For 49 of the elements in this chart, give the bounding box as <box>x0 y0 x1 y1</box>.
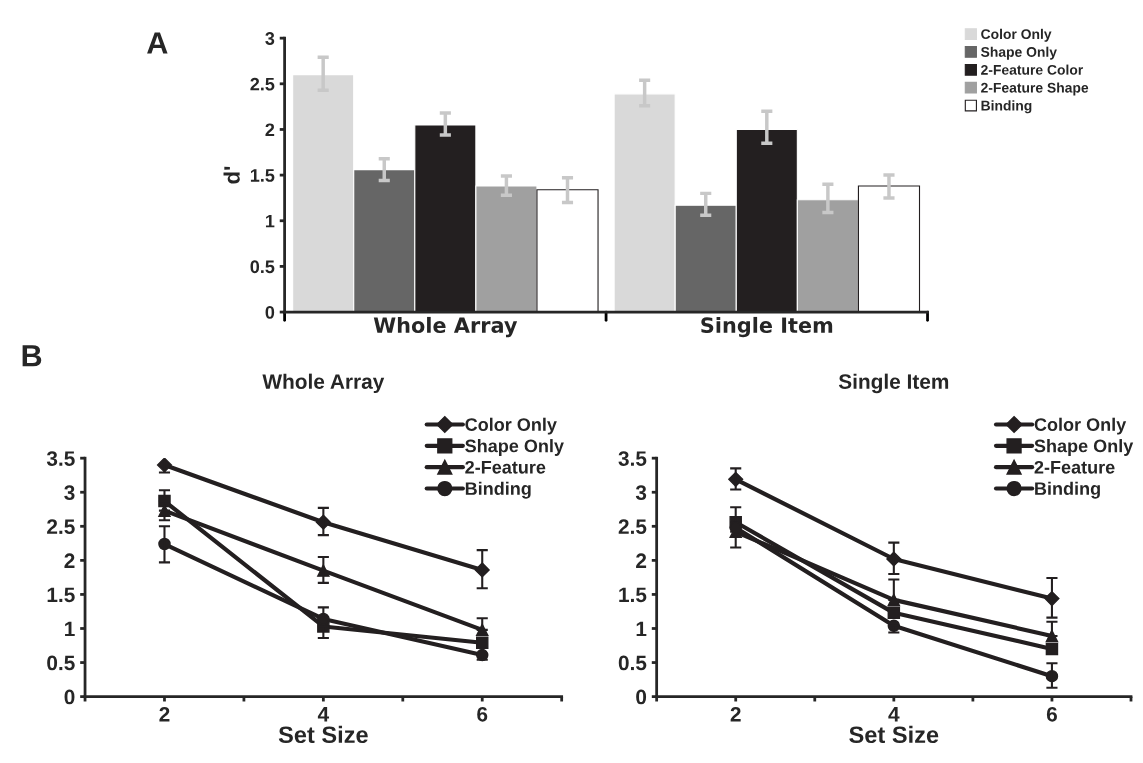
y-tick-label: 0.5 <box>250 260 275 274</box>
y-tick-label: 1 <box>65 621 75 637</box>
annotation: A <box>147 32 168 54</box>
y-tick-label: 1 <box>636 621 647 637</box>
y-tick-label: 3.5 <box>618 451 647 466</box>
legend-label: Color Only <box>1034 417 1127 435</box>
legend-label: Binding <box>465 481 531 499</box>
legend-label: Shape Only <box>1034 439 1134 456</box>
y-tick-label: 3.5 <box>46 451 75 466</box>
y-tick-label: 2 <box>265 123 275 136</box>
y-tick-label: 0 <box>636 689 647 705</box>
y-tick-label: 1.5 <box>47 587 75 603</box>
legend-label: Color Only <box>981 28 1052 42</box>
y-tick-label: 1 <box>265 214 275 228</box>
chart-title: Single Item <box>701 316 833 338</box>
legend-label: Shape Only <box>465 439 564 456</box>
legend-label: Binding <box>981 100 1032 114</box>
legend-label: Binding <box>1035 481 1100 499</box>
y-tick-label: 1.5 <box>619 587 647 603</box>
y-tick-label: 3 <box>265 32 275 45</box>
y-tick-label: 0 <box>265 306 275 319</box>
legend-label: Shape Only <box>980 46 1057 60</box>
legend-label: 2-Feature Shape <box>981 82 1089 96</box>
y-axis-title: d' <box>223 166 240 184</box>
x-tick-label: 6 <box>477 706 488 722</box>
x-tick-label: 6 <box>1046 706 1057 722</box>
legend-label: 2-Feature <box>1034 460 1115 474</box>
x-axis-title: Set Size <box>849 725 939 744</box>
y-tick-label: 1.5 <box>250 169 275 182</box>
legend-label: Color Only <box>465 417 557 435</box>
chart-title: Whole Array <box>373 316 518 338</box>
y-tick-label: 2.5 <box>250 77 275 91</box>
y-tick-label: 0.5 <box>47 655 75 671</box>
x-tick-label: 2 <box>159 706 170 722</box>
x-tick-label: 4 <box>888 707 900 722</box>
legend-label: 2-Feature <box>465 460 546 474</box>
x-tick-label: 2 <box>730 706 741 722</box>
legend-label: 2-Feature Color <box>981 64 1084 75</box>
x-axis-title: Set Size <box>278 725 368 744</box>
x-tick-label: 4 <box>317 707 330 722</box>
y-tick-label: 3 <box>64 485 75 501</box>
y-tick-label: 2.5 <box>618 519 647 535</box>
text: B <box>22 345 42 367</box>
y-tick-label: 0 <box>64 689 75 705</box>
y-tick-label: 2.5 <box>47 519 75 535</box>
y-tick-label: 0.5 <box>618 655 647 671</box>
y-tick-label: 2 <box>64 553 75 568</box>
y-tick-label: 3 <box>635 485 647 501</box>
y-tick-label: 2 <box>636 553 647 568</box>
